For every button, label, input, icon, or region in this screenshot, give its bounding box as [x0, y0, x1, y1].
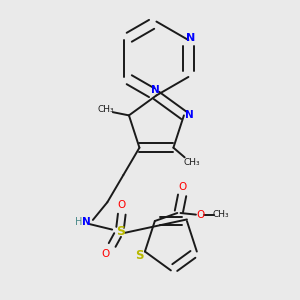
- Text: O: O: [196, 210, 205, 220]
- Text: O: O: [118, 200, 126, 209]
- Text: H: H: [75, 217, 83, 226]
- Text: CH₃: CH₃: [97, 105, 114, 114]
- Text: N: N: [186, 33, 196, 43]
- Text: S: S: [136, 249, 144, 262]
- Text: N: N: [82, 217, 91, 226]
- Text: CH₃: CH₃: [213, 210, 230, 219]
- Text: N: N: [185, 110, 194, 120]
- Text: S: S: [116, 225, 125, 238]
- Text: N: N: [151, 85, 160, 95]
- Text: O: O: [101, 249, 109, 259]
- Text: O: O: [178, 182, 187, 192]
- Text: CH₃: CH₃: [183, 158, 200, 166]
